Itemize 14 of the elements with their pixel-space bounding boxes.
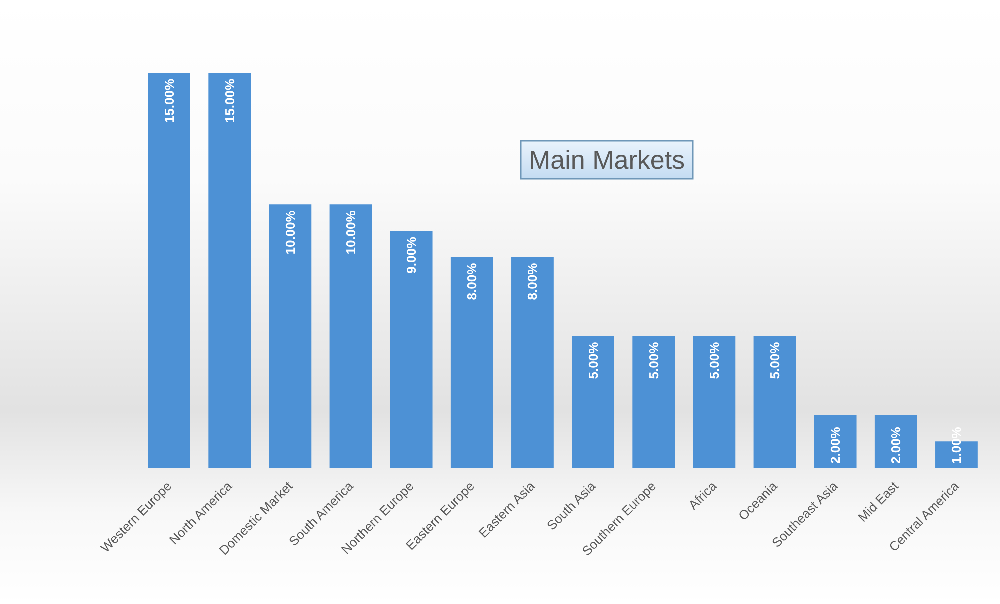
data-label: 15.00%	[222, 78, 238, 124]
data-label: 15.00%	[162, 78, 177, 124]
data-label: 5.00%	[586, 342, 601, 380]
data-label: 10.00%	[282, 210, 298, 255]
data-label: 10.00%	[344, 210, 358, 255]
data-label: 5.00%	[706, 342, 722, 380]
data-label: 2.00%	[888, 426, 904, 464]
text: Main Markets	[529, 145, 686, 175]
data-label: 9.00%	[404, 236, 420, 274]
data-label: 5.00%	[768, 342, 782, 380]
data-label: 2.00%	[828, 426, 844, 464]
data-label: 8.00%	[464, 262, 480, 300]
data-label: 8.00%	[525, 262, 540, 300]
data-label: 5.00%	[646, 342, 662, 380]
